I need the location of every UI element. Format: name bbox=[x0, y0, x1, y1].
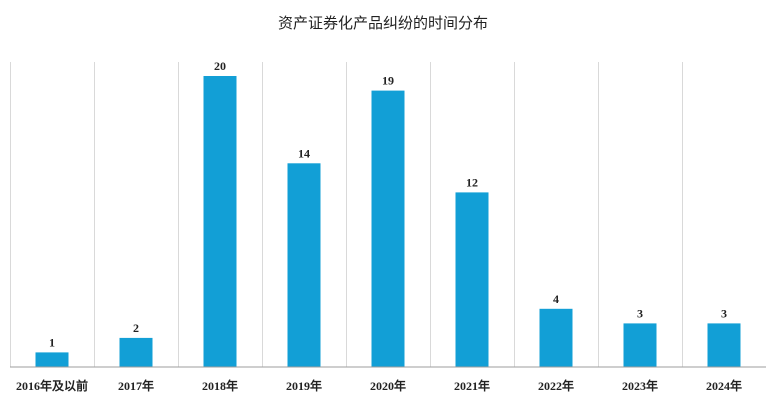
bar bbox=[623, 323, 657, 368]
bar bbox=[455, 192, 489, 367]
x-tick-label: 2019年 bbox=[286, 378, 322, 393]
data-label: 19 bbox=[382, 74, 394, 88]
bars bbox=[35, 76, 741, 368]
bar bbox=[707, 323, 741, 368]
x-tick-label: 2023年 bbox=[622, 378, 658, 393]
x-tick-label: 2024年 bbox=[706, 378, 742, 393]
bar bbox=[287, 163, 321, 367]
bar bbox=[371, 90, 405, 367]
data-label: 3 bbox=[637, 306, 643, 320]
bar bbox=[539, 308, 573, 367]
bar bbox=[35, 352, 69, 367]
x-tick-label: 2022年 bbox=[538, 378, 574, 393]
data-label: 2 bbox=[133, 321, 139, 335]
bar bbox=[203, 76, 237, 367]
x-tick-labels: 2016年及以前 2017年 2018年 2019年 2020年 2021年 2022年 20… bbox=[16, 378, 742, 393]
x-tick-label: 2018年 bbox=[202, 378, 238, 393]
x-tick-label: 2020年 bbox=[370, 378, 406, 393]
gridlines bbox=[10, 62, 683, 367]
bar bbox=[119, 337, 153, 367]
x-tick-label: 2016年及以前 bbox=[16, 378, 88, 393]
data-label: 12 bbox=[466, 175, 478, 189]
data-label: 4 bbox=[553, 292, 559, 306]
x-tick-label: 2017年 bbox=[118, 378, 154, 393]
x-tick-label: 2021年 bbox=[454, 378, 490, 393]
data-label: 20 bbox=[214, 59, 226, 73]
data-label: 1 bbox=[49, 335, 55, 349]
chart-title: 资产证券化产品纠纷的时间分布 bbox=[278, 14, 488, 32]
data-label: 14 bbox=[298, 146, 310, 160]
data-label: 3 bbox=[721, 306, 727, 320]
